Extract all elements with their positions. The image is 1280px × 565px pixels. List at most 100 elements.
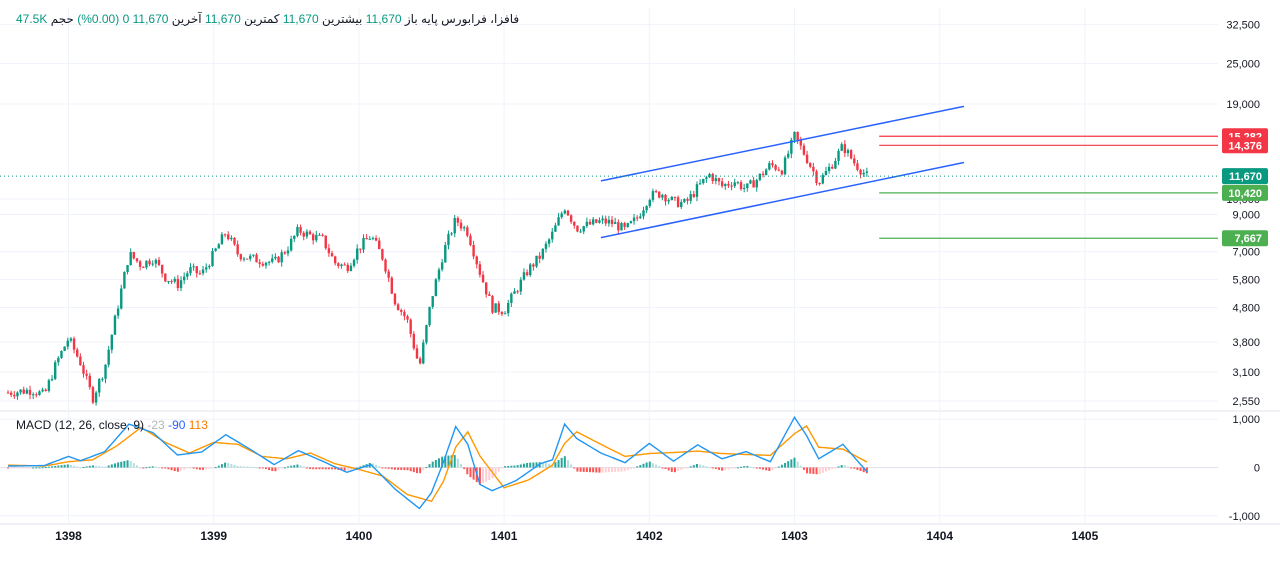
macd-y-tick-label: 1,000 [1232, 414, 1260, 426]
macd-histogram-bar [777, 466, 780, 468]
macd-histogram-bar [714, 467, 717, 469]
macd-histogram-bar [230, 464, 233, 468]
candle-body [148, 260, 151, 265]
candle-body [189, 267, 192, 274]
x-tick-label: 1403 [781, 529, 808, 543]
macd-histogram-bar [88, 465, 91, 468]
macd-histogram-bar [488, 467, 491, 481]
candle-body [764, 169, 768, 176]
macd-histogram-bar [526, 462, 529, 468]
candle-body [286, 250, 290, 254]
macd-title: MACD (12, 26, close, 9) [16, 418, 145, 432]
macd-histogram-bar [387, 467, 390, 469]
macd-legend[interactable]: MACD (12, 26, close, 9) -23 -90 113 [16, 418, 208, 432]
macd-histogram-bar [680, 467, 683, 470]
candle-body [384, 259, 387, 272]
candle-body [856, 163, 859, 170]
macd-histogram-bar [321, 467, 324, 470]
candle-body [742, 187, 746, 190]
macd-histogram-bar [258, 467, 261, 469]
candle-body [340, 264, 343, 267]
macd-histogram-bar [601, 467, 604, 473]
candle-body [755, 179, 758, 188]
close-label: آخرین [171, 12, 202, 26]
candle-body [261, 263, 265, 266]
macd-histogram-bar [274, 467, 277, 472]
macd-histogram-bar [340, 467, 343, 471]
candle-body [459, 222, 463, 229]
macd-histogram-bar [633, 467, 636, 469]
candle-body [412, 333, 416, 349]
y-tick-label: 25,000 [1226, 58, 1260, 70]
macd-histogram-bar [173, 467, 176, 472]
candle-body [450, 233, 453, 235]
macd-histogram-bar [629, 467, 632, 469]
candle-body [434, 279, 438, 297]
macd-histogram-bar [198, 467, 201, 470]
candle-body [94, 392, 98, 403]
candle-body [582, 226, 585, 232]
candle-body [164, 273, 167, 282]
y-tick-label: 2,550 [1232, 396, 1260, 408]
channel-line-lower[interactable] [600, 161, 965, 239]
candle-body [673, 196, 677, 198]
volume-value: 47.5K [16, 12, 48, 26]
candle-body [698, 183, 702, 185]
candle-body [242, 258, 246, 260]
macd-histogram-bar [47, 466, 50, 468]
candle-body [160, 264, 164, 274]
macd-histogram-bar [135, 465, 138, 468]
macd-y-tick-label: 0 [1254, 463, 1260, 475]
candle-body [720, 181, 724, 187]
macd-histogram-bar [469, 467, 472, 478]
macd-histogram-bar [25, 467, 28, 469]
macd-histogram-bar [661, 467, 664, 469]
candle-body [752, 180, 755, 188]
channel-line-upper[interactable] [600, 105, 965, 182]
x-tick-label: 1401 [491, 529, 518, 543]
candle-body [444, 245, 447, 263]
candle-body [689, 194, 692, 201]
candle-body [239, 254, 243, 260]
macd-histogram-bar [579, 467, 582, 472]
drawings[interactable] [0, 105, 1218, 239]
candle-body [865, 171, 869, 173]
candle-body [793, 131, 796, 140]
macd-histogram-bar [384, 467, 387, 469]
macd-histogram-bar [736, 467, 739, 469]
macd-histogram-bar [692, 465, 695, 468]
macd-histogram-bar [302, 466, 305, 468]
macd-histogram-bar [425, 467, 428, 469]
candle-body [107, 349, 110, 365]
macd-histogram-bar [224, 462, 227, 468]
candle-body [415, 348, 419, 359]
candle-body [289, 238, 293, 251]
candle-body [683, 199, 686, 203]
macd-histogram-bar [315, 467, 318, 470]
macd-histogram-bar [438, 458, 441, 468]
macd-histogram-bar [51, 466, 54, 468]
candle-body [176, 278, 180, 289]
macd-histogram-bar [519, 464, 522, 468]
candle-body [802, 145, 806, 155]
macd-histogram-bar [375, 464, 378, 468]
macd-histogram-bar [132, 463, 135, 468]
candle-body [702, 178, 705, 184]
candle-body [236, 244, 239, 255]
candle-body [249, 255, 252, 259]
macd-histogram-bar [381, 467, 384, 469]
candle-body [201, 269, 205, 274]
candle-body [787, 153, 790, 158]
symbol-name[interactable]: فافزا، فرابورس پایه [421, 12, 520, 26]
macd-histogram-bar [535, 462, 538, 468]
candle-body [658, 191, 661, 198]
candle-body [406, 316, 409, 320]
macd-histogram-bar [176, 467, 179, 472]
candle-body [47, 380, 51, 391]
candle-body [554, 225, 557, 232]
macd-histogram-bar [840, 465, 843, 468]
candle-body [308, 231, 312, 235]
candle-body [22, 389, 25, 394]
